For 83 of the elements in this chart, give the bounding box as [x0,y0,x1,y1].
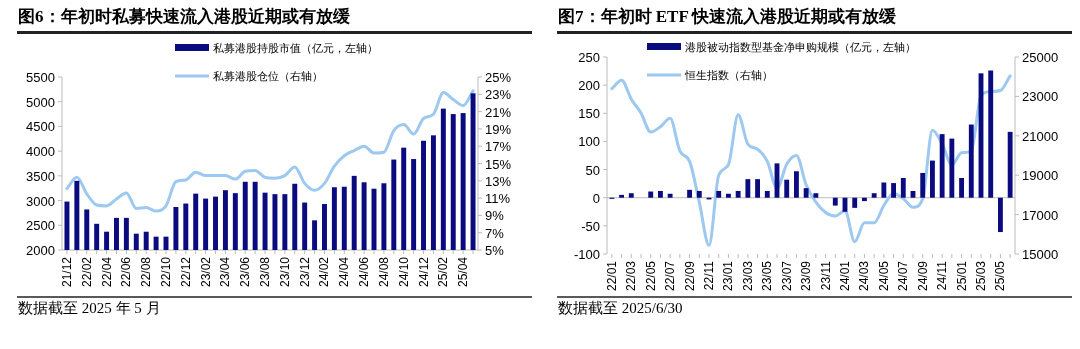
x-tick-label: 23/03 [740,260,755,292]
y-tick-label: 50 [585,162,600,178]
y2-tick-label: 23000 [1022,89,1059,105]
text: 数据截至 2025 年 5 月 [18,300,161,316]
text: 数据截至 2025/6/30 [558,300,683,316]
y-tick-label: 5500 [26,70,55,85]
y-tick-label: 150 [578,106,600,122]
x-tick-label: 25/04 [456,256,471,288]
x-tick-label: 23/02 [198,256,213,288]
y-tick-label: 2500 [26,218,55,234]
x-tick-label: 23/05 [760,260,775,292]
y2-tick-label: 25000 [1022,50,1059,65]
x-tick-label: 22/08 [139,256,154,288]
x-tick-label: 24/07 [896,260,911,292]
y2-tick-label: 19% [485,121,512,137]
y2-tick-label: 21% [485,104,512,120]
y-tick-label: 250 [578,50,600,65]
y2-tick-label: 15000 [1022,247,1059,262]
x-tick-label: 23/01 [721,260,736,292]
y2-tick-label: 17% [485,139,512,155]
x-tick-label: 22/10 [159,256,173,288]
y2-tick-label: 19000 [1022,168,1059,184]
x-tick-label: 24/01 [838,260,852,292]
x-tick-label: 22/01 [604,260,619,292]
y-tick-label: -50 [581,218,600,234]
x-tick-label: 23/08 [258,256,273,288]
x-tick-label: 23/12 [297,256,312,288]
x-tick-label: 22/11 [702,260,716,291]
x-tick-label: 23/04 [218,256,233,288]
y2-tick-label: 13% [485,173,512,189]
x-tick-label: 22/07 [663,260,678,292]
legend-label: 私募港股持股市值（亿元，左轴） [213,42,378,54]
x-tick-label: 22/05 [643,260,658,292]
x-tick-label: 25/02 [436,256,451,288]
x-tick-label: 24/11 [935,260,950,291]
y-tick-label: 100 [578,134,600,150]
y2-tick-label: 11% [485,191,511,207]
x-tick-label: 25/01 [954,260,969,292]
y-tick-label: 5000 [26,94,55,110]
y-tick-label: -100 [573,247,600,262]
x-tick-label: 24/06 [357,256,372,288]
x-tick-label: 25/03 [974,260,988,292]
y-tick-label: 2000 [26,243,55,258]
x-tick-label: 22/02 [79,256,94,288]
legend-label: 恒生指数（右轴） [684,69,773,81]
y2-tick-label: 25% [485,70,512,85]
y-tick-label: 3000 [26,193,55,209]
y-tick-label: 3500 [26,168,55,184]
x-tick-label: 24/12 [416,256,431,288]
y-tick-label: 200 [578,78,600,94]
x-tick-label: 24/04 [337,256,352,288]
legend-label: 私募港股仓位（右轴） [213,70,323,82]
x-tick-label: 24/05 [876,260,891,292]
x-tick-label: 23/10 [277,256,292,288]
x-tick-label: 22/03 [624,260,639,292]
x-tick-label: 21/12 [59,256,74,288]
x-tick-label: 24/02 [317,256,332,288]
x-tick-label: 23/09 [799,260,814,292]
x-tick-label: 24/03 [857,260,872,292]
y-tick-label: 4500 [26,119,55,135]
x-tick-label: 23/07 [779,260,794,292]
y-tick-label: 4000 [26,144,55,160]
legend-label: 港股被动指数型基金净申购规模（亿元，左轴） [685,41,916,53]
y2-tick-label: 5% [485,243,505,258]
chart-title: 图7：年初时 ETF 快速流入港股近期或有放缓 [558,7,898,26]
y2-tick-label: 21000 [1022,128,1059,144]
y2-tick-label: 23% [485,87,512,103]
x-tick-label: 23/06 [238,256,253,288]
x-tick-label: 22/04 [99,256,114,288]
x-tick-label: 24/08 [376,256,391,288]
x-tick-label: 22/12 [178,256,193,288]
y2-tick-label: 9% [485,208,505,224]
x-tick-label: 25/05 [993,260,1008,292]
y2-tick-label: 15% [485,156,512,172]
y-tick-label: 0 [592,190,600,206]
x-tick-label: 24/09 [915,260,930,292]
x-tick-label: 24/10 [396,256,411,288]
x-tick-label: 23/11 [818,260,833,291]
x-tick-label: 22/06 [119,256,134,288]
y2-tick-label: 17000 [1022,207,1059,223]
y2-tick-label: 7% [485,225,505,241]
x-tick-label: 22/09 [682,260,697,292]
chart-title: 图6：年初时私募快速流入港股近期或有放缓 [18,7,351,26]
